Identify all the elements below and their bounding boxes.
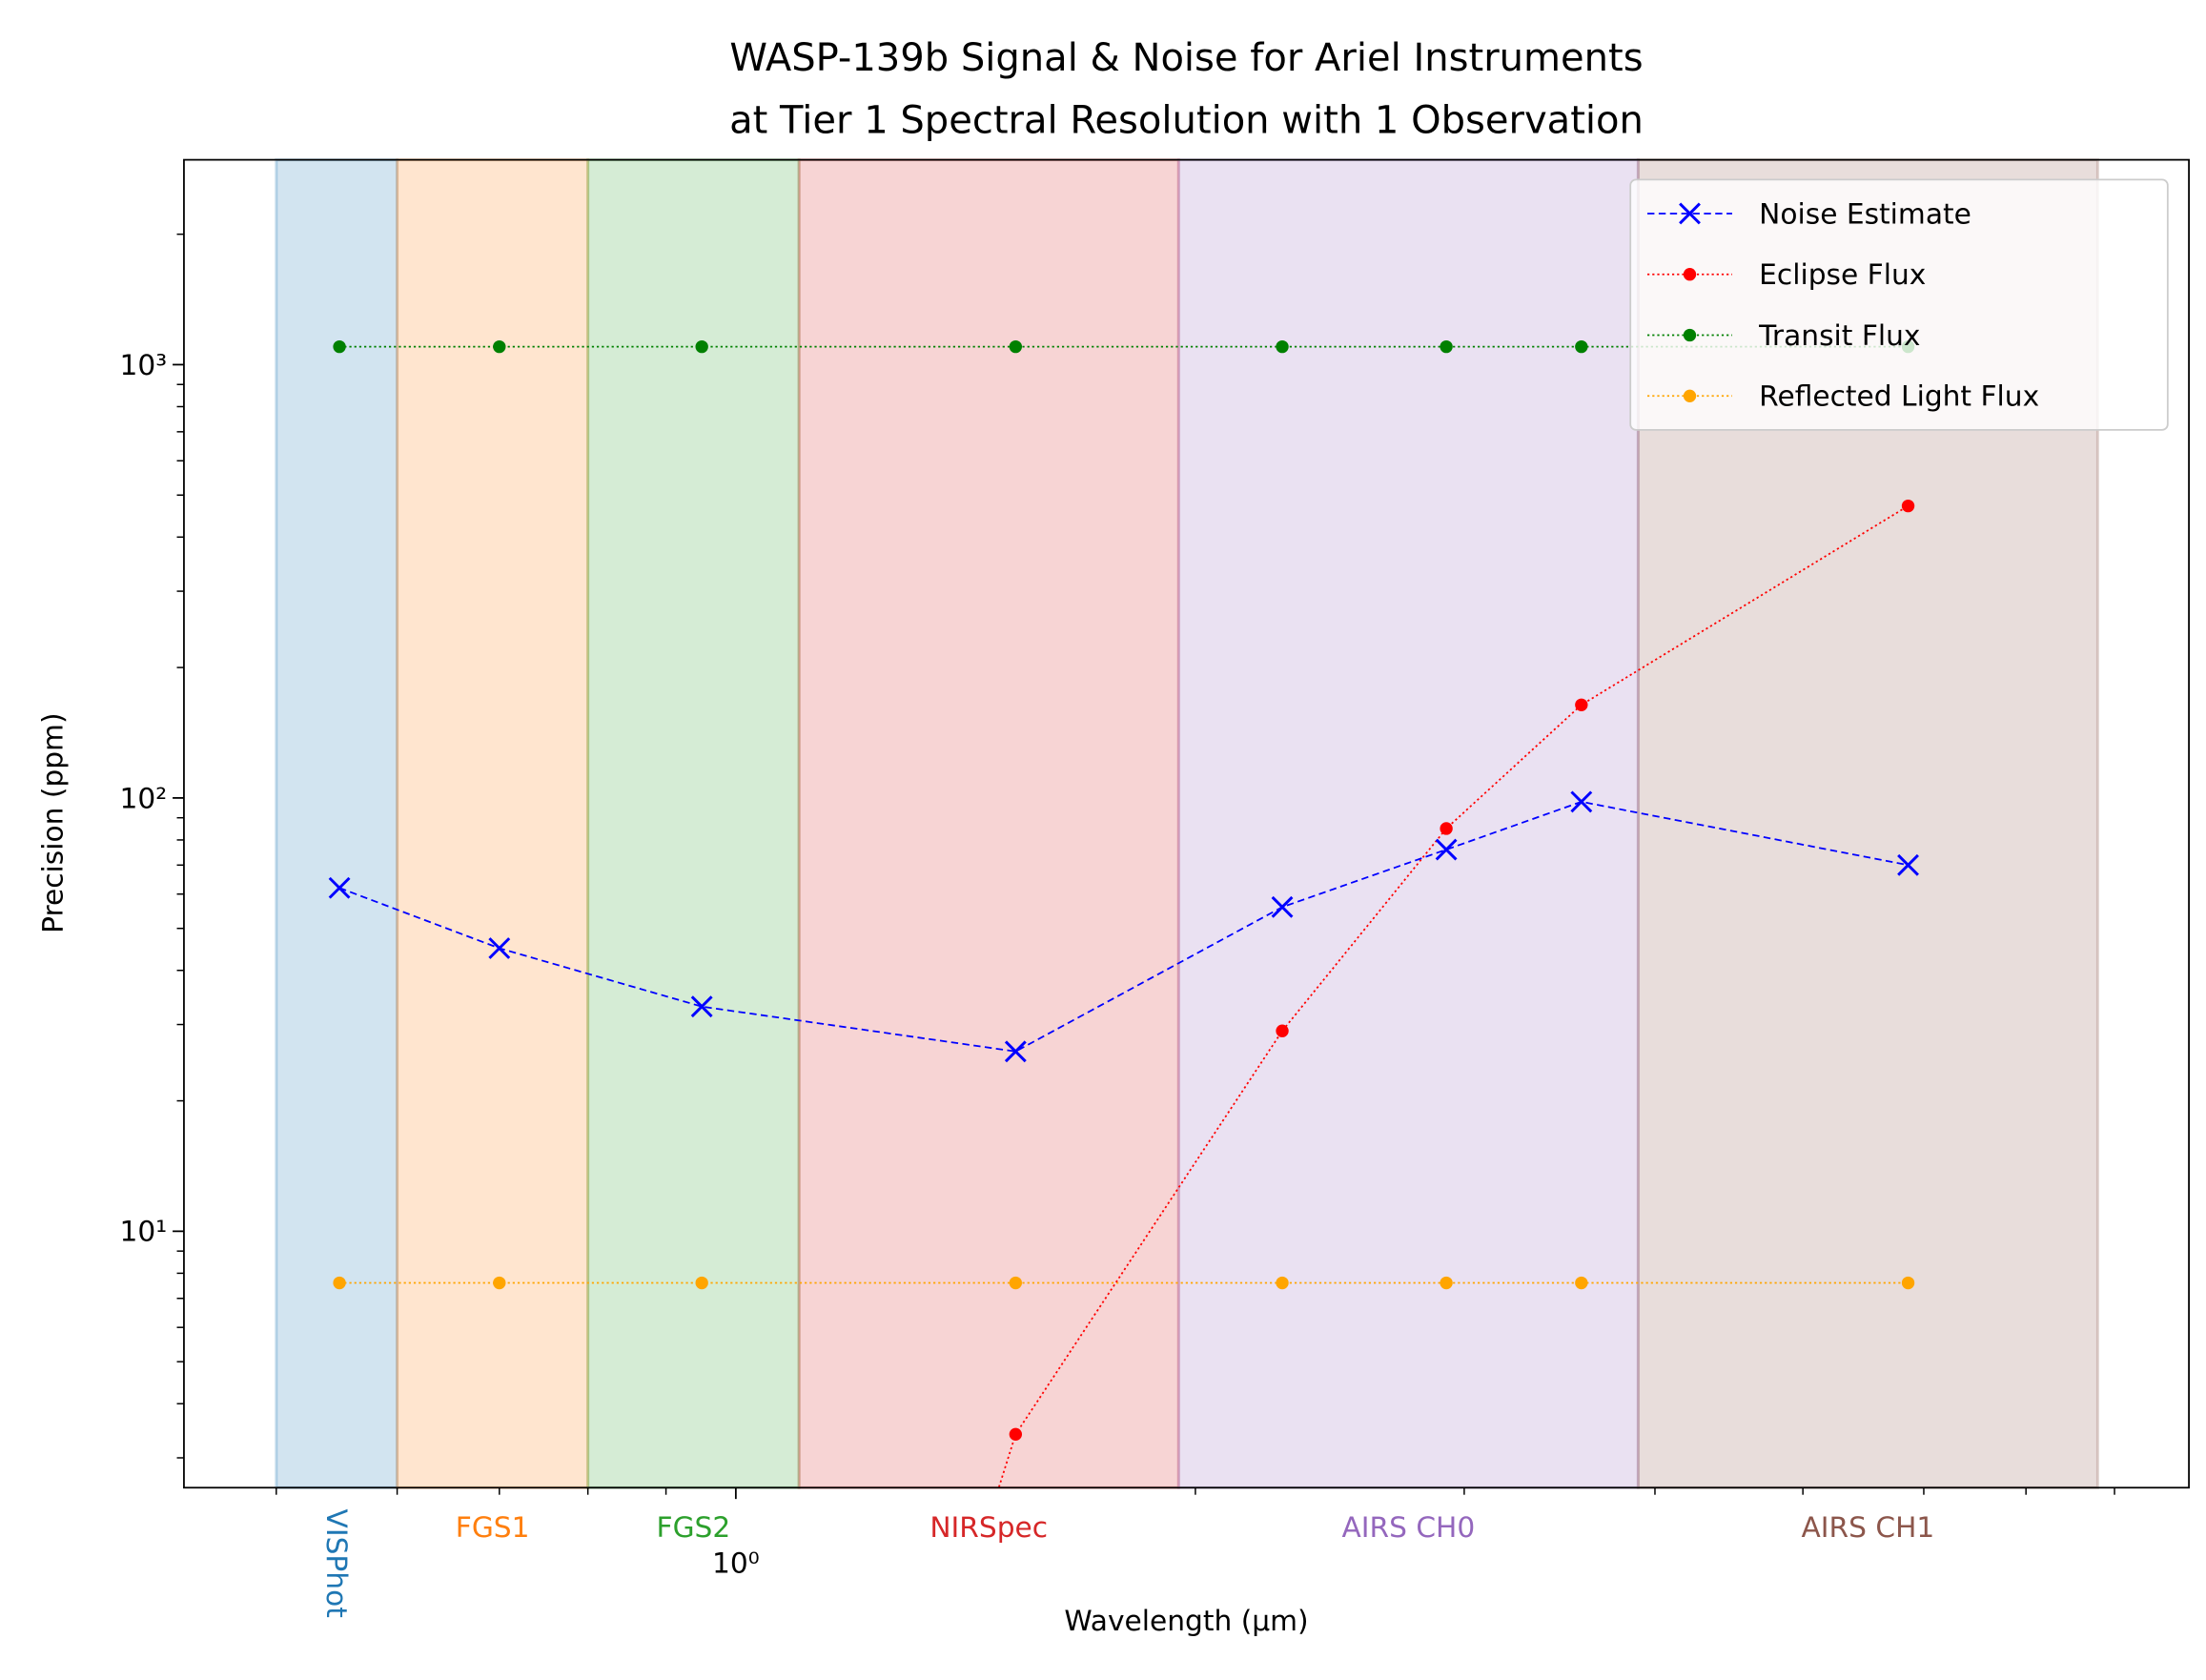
marker: [1276, 339, 1289, 354]
marker: [1440, 339, 1453, 354]
marker: [1009, 1427, 1023, 1441]
band-label: FGS1: [456, 1510, 530, 1544]
band-label: NIRSpec: [929, 1510, 1048, 1544]
marker: [1575, 1276, 1588, 1290]
band-label: FGS2: [657, 1510, 731, 1544]
marker: [1575, 698, 1588, 711]
instrument-band: [275, 158, 399, 1489]
legend: Noise Estimate Eclipse Flux Transit Flux Re…: [1629, 178, 2169, 431]
chart-title: WASP-139b Signal & Noise for Ariel Instr…: [729, 36, 1643, 80]
series-line: [997, 504, 1910, 1488]
marker: [328, 876, 351, 899]
marker: [493, 339, 506, 354]
marker: [1009, 339, 1023, 354]
marker: [488, 937, 511, 959]
y-tick-label: 10³: [120, 348, 168, 381]
axes: 10⁰ 10¹ 10² 10³: [120, 233, 2115, 1579]
instrument-band: [396, 158, 590, 1489]
legend-label: Reflected Light Flux: [1759, 379, 2039, 413]
chart-subtitle: at Tier 1 Spectral Resolution with 1 Obs…: [729, 98, 1644, 142]
legend-label: Transit Flux: [1758, 318, 1920, 352]
marker: [690, 995, 713, 1018]
series-line: [338, 800, 1909, 1053]
y-axis-label: Precision (ppm): [35, 712, 69, 932]
marker: [695, 339, 708, 354]
marker: [1440, 822, 1453, 835]
legend-label: Noise Estimate: [1759, 196, 1971, 230]
band-label: AIRS CH0: [1341, 1510, 1475, 1544]
marker: [1570, 790, 1593, 813]
marker: [1271, 895, 1294, 918]
band-label: AIRS CH1: [1802, 1510, 1935, 1544]
x-axis-label: Wavelength (μm): [1064, 1604, 1308, 1637]
instrument-band: [797, 158, 1180, 1489]
legend-box: [1629, 178, 2169, 431]
legend-marker: [1683, 389, 1697, 402]
x-tick-label: 10⁰: [712, 1546, 760, 1579]
legend-label: Eclipse Flux: [1759, 257, 1926, 291]
marker: [493, 1276, 506, 1290]
marker: [333, 339, 346, 354]
marker: [695, 1276, 708, 1290]
legend-marker: [1679, 202, 1701, 225]
marker: [1897, 853, 1919, 876]
legend-marker: [1683, 328, 1697, 342]
marker: [1435, 838, 1458, 861]
marker: [1009, 1276, 1023, 1290]
marker: [333, 1276, 346, 1290]
instrument-band: [1176, 158, 1640, 1489]
marker: [1901, 499, 1915, 513]
marker: [1901, 1276, 1915, 1290]
legend-marker: [1683, 268, 1697, 281]
instrument-band: [586, 158, 801, 1489]
y-tick-label: 10²: [120, 781, 168, 814]
marker: [1440, 1276, 1453, 1290]
marker: [1004, 1040, 1027, 1063]
marker: [1276, 1276, 1289, 1290]
axes-frame: [183, 158, 2190, 1489]
band-label: VISPhot: [320, 1509, 354, 1618]
marker: [1276, 1024, 1289, 1037]
marker: [1575, 339, 1588, 354]
y-tick-label: 10¹: [120, 1215, 168, 1248]
